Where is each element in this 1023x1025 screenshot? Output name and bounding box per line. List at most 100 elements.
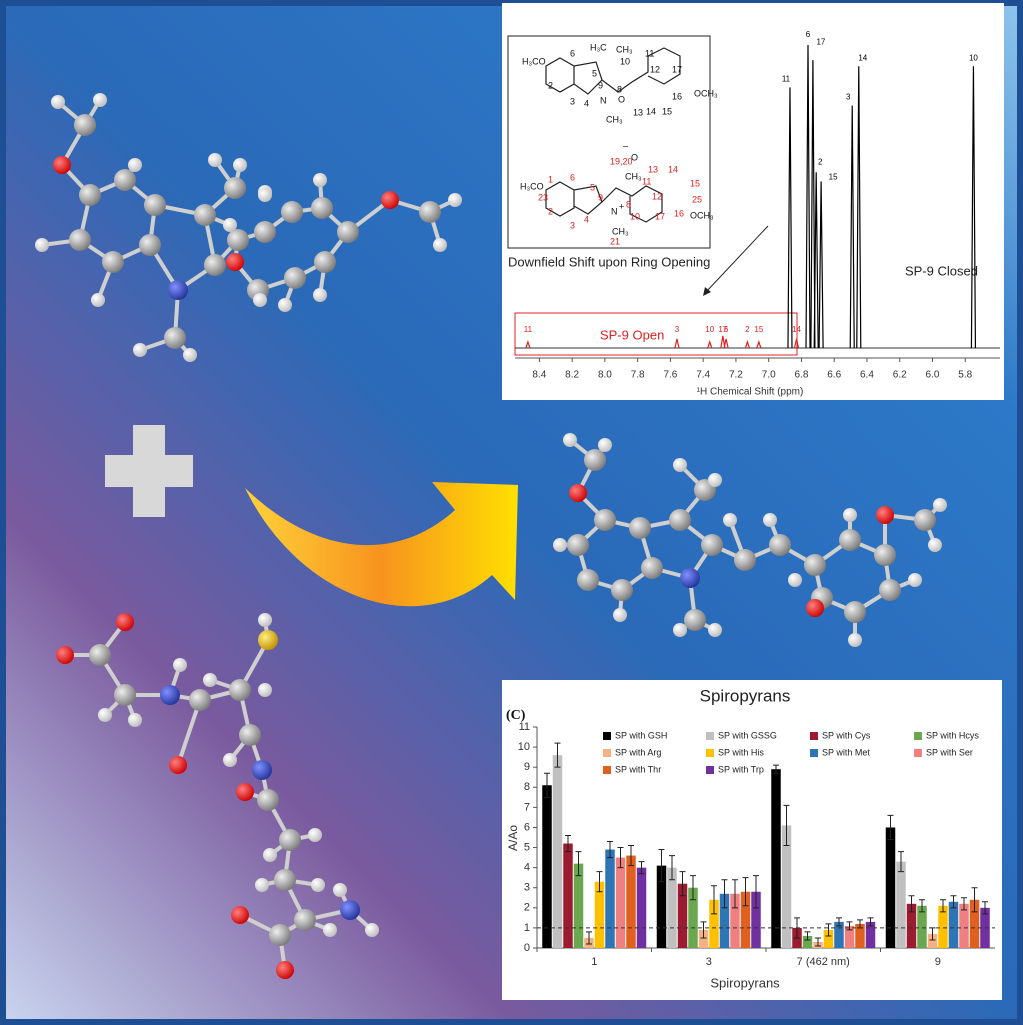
- atom-label: 2: [548, 206, 553, 216]
- atom-label: –: [623, 140, 628, 150]
- atom-label: +: [619, 201, 624, 211]
- peak-label: 17: [816, 37, 825, 46]
- atom: [933, 498, 947, 512]
- atom: [433, 238, 447, 252]
- bar: [615, 857, 626, 948]
- y-tick-label: 5: [524, 841, 530, 853]
- y-tick-label: 0: [524, 942, 530, 954]
- atom-label: 19,20: [610, 156, 633, 166]
- x-tick-label: 7.8: [631, 370, 645, 381]
- legend-swatch: [810, 749, 818, 757]
- atom: [419, 201, 441, 223]
- atom-label: 17: [655, 211, 665, 221]
- atom: [116, 613, 134, 631]
- error-bar: [617, 847, 624, 869]
- error-bar: [658, 849, 665, 883]
- atom: [843, 508, 857, 522]
- atom-label: 9: [598, 80, 603, 90]
- chart-title: Spiropyrans: [700, 686, 791, 705]
- atom: [584, 449, 606, 471]
- peak: [810, 60, 816, 349]
- atom: [252, 760, 272, 780]
- atom: [160, 685, 180, 705]
- atom-label: CH₃: [616, 44, 633, 54]
- reaction-arrow: [245, 482, 518, 607]
- atom-label: N: [600, 95, 607, 105]
- y-tick-label: 4: [524, 862, 530, 874]
- atom-label: H₃CO: [520, 181, 544, 191]
- atom-label: 16: [672, 91, 682, 101]
- y-tick-label: 7: [524, 801, 530, 813]
- error-bar: [711, 885, 717, 915]
- peak: [674, 338, 680, 349]
- atom: [114, 169, 136, 191]
- bar: [885, 827, 896, 948]
- legend-label: SP with Thr: [615, 764, 661, 774]
- atom: [173, 658, 187, 672]
- bar: [771, 769, 781, 948]
- error-bar: [887, 814, 894, 841]
- x-tick-label: 6.0: [926, 370, 940, 381]
- bar: [636, 867, 647, 948]
- atom: [169, 756, 187, 774]
- atom: [91, 293, 105, 307]
- atom: [258, 630, 278, 650]
- atom: [680, 568, 700, 588]
- bar: [656, 865, 667, 948]
- legend-label: SP with GSSG: [718, 730, 777, 740]
- atom: [381, 191, 399, 209]
- error-bar: [753, 875, 759, 909]
- x-tick-label: 6.2: [893, 370, 907, 381]
- y-tick-label: 2: [524, 902, 530, 914]
- atom-label: 6: [570, 172, 575, 182]
- error-bar: [804, 931, 811, 941]
- atom-label: 17: [672, 64, 682, 74]
- atom: [281, 201, 303, 223]
- atom-label: 13: [633, 107, 643, 117]
- atom: [553, 538, 567, 552]
- atom-label: 15: [690, 178, 700, 188]
- atom: [928, 538, 942, 552]
- atom-label: OCH₃: [690, 210, 714, 220]
- atom: [128, 713, 142, 727]
- y-axis-label: A/Ao: [506, 825, 520, 851]
- atom: [224, 177, 246, 199]
- atom: [89, 644, 111, 666]
- atom: [763, 513, 777, 527]
- atom: [804, 554, 826, 576]
- peak-label: 2: [745, 325, 750, 334]
- peak: [723, 338, 729, 349]
- atom: [269, 924, 291, 946]
- atom: [102, 251, 124, 273]
- atom: [613, 608, 627, 622]
- x-tick-label: 6.8: [794, 370, 808, 381]
- atom-label: 12: [650, 64, 660, 74]
- atom: [258, 613, 272, 627]
- x-tick-label: 7.4: [696, 370, 710, 381]
- atom: [788, 573, 802, 587]
- x-tick-label: 9: [935, 956, 941, 968]
- error-bar: [825, 923, 832, 937]
- error-bar: [554, 742, 561, 768]
- legend-swatch: [603, 732, 611, 740]
- nmr-background: [502, 3, 1004, 400]
- legend-swatch: [810, 732, 818, 740]
- atom: [914, 509, 936, 531]
- atom: [168, 280, 188, 300]
- atom: [294, 909, 316, 931]
- error-bar: [690, 875, 696, 901]
- atom: [98, 708, 112, 722]
- atom: [567, 534, 589, 556]
- bar-panel: Spiropyrans (C) Spiropyrans A/Ao 0 1 2 3 4 5 6…: [502, 680, 1002, 1000]
- atom: [844, 601, 866, 623]
- atom: [279, 829, 301, 851]
- bar: [552, 755, 563, 948]
- legend-swatch: [914, 732, 922, 740]
- legend-label: SP with Trp: [718, 764, 764, 774]
- error-bar: [607, 841, 613, 859]
- atom-label: 8: [626, 199, 631, 209]
- peak-label: 10: [969, 53, 978, 62]
- bar: [677, 883, 688, 948]
- error-bar: [919, 899, 925, 913]
- atom: [164, 327, 186, 349]
